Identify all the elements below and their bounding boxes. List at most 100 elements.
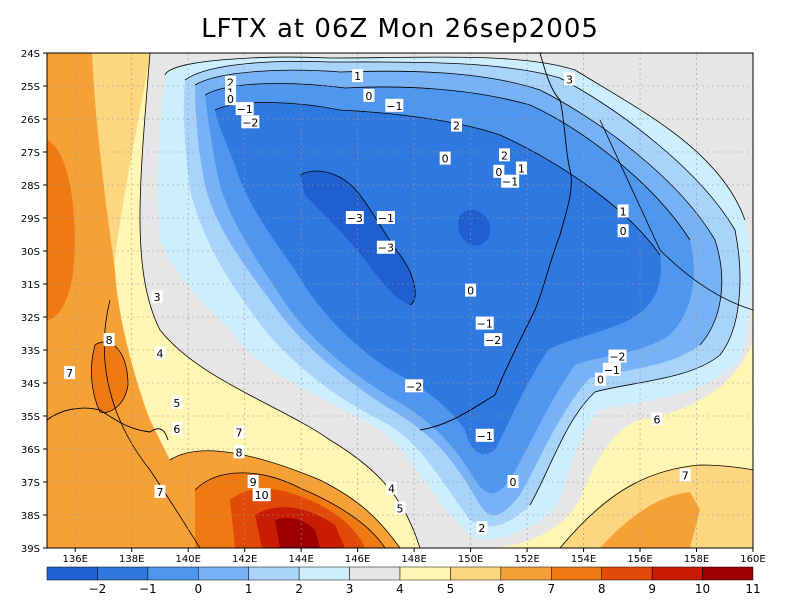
contour-label: 2 xyxy=(478,522,485,535)
lon-label: 156E xyxy=(627,554,652,565)
colorbar-swatch xyxy=(198,566,249,581)
contour-label: −3 xyxy=(378,242,394,255)
contour-label: 0 xyxy=(365,90,372,103)
contour-label-bg xyxy=(103,333,115,347)
lat-label: 35S xyxy=(21,412,40,423)
lat-label: 31S xyxy=(21,280,40,291)
colorbar-swatch xyxy=(651,566,703,581)
colorbar-swatch xyxy=(500,566,552,581)
contour-label-bg xyxy=(151,290,163,304)
contour-label-bg xyxy=(376,240,395,254)
contour-label: 9 xyxy=(250,476,257,489)
contour-label-bg xyxy=(617,224,629,238)
lat-label: 30S xyxy=(21,247,40,258)
lon-label: 160E xyxy=(740,554,765,565)
contour-label: 10 xyxy=(255,489,269,502)
contour-label: 1 xyxy=(518,163,525,176)
contour-label: −1 xyxy=(386,100,402,113)
contour-label: 7 xyxy=(66,367,73,380)
lat-label: 25S xyxy=(21,82,40,93)
colorbar-label: 3 xyxy=(346,582,354,596)
contour-lines xyxy=(91,53,753,548)
contour-label-bg xyxy=(171,422,183,436)
contour-label: 4 xyxy=(156,347,163,360)
colorbar-label: 6 xyxy=(497,582,505,596)
contour-label: 0 xyxy=(442,153,449,166)
lat-label: 32S xyxy=(21,313,40,324)
contour-label: 3 xyxy=(566,73,573,86)
contour-label-bg xyxy=(385,98,404,112)
colorbar-label: 2 xyxy=(295,582,303,596)
colorbar-label: 4 xyxy=(396,582,404,596)
contour-label: 0 xyxy=(467,285,474,298)
contour-label: 1 xyxy=(354,70,361,83)
contour-label-bg xyxy=(225,75,237,89)
lon-label: 152E xyxy=(514,554,539,565)
contour-label: 6 xyxy=(653,413,660,426)
colorbar-label: 5 xyxy=(447,582,455,596)
lon-label: 144E xyxy=(288,554,313,565)
contour-label-bg xyxy=(64,366,76,380)
colorbar-swatch xyxy=(46,566,98,581)
colorbar-swatch xyxy=(601,566,653,581)
colorbar-label: 11 xyxy=(745,582,760,596)
contour-label: 0 xyxy=(620,225,627,238)
contour-label: 0 xyxy=(495,166,502,179)
field-west-hot xyxy=(47,53,175,548)
contour-label: −2 xyxy=(242,116,258,129)
contour-label-bg xyxy=(386,481,398,495)
lat-axis: 24S 25S 26S 27S 28S 29S 30S 31S 32S 33S 34S 35S 36S 3… xyxy=(21,49,47,555)
contour-label-bg xyxy=(617,204,629,218)
contour-label-bg xyxy=(225,92,237,106)
contour-label-bg xyxy=(394,501,406,515)
contour-label-bg xyxy=(515,161,527,175)
contour-label-bg xyxy=(507,475,519,488)
colorbar-swatch xyxy=(349,566,401,581)
lat-label: 24S xyxy=(21,49,40,60)
contour-label-bg xyxy=(651,412,663,426)
contour-label: 0 xyxy=(509,476,516,489)
contour-label: 5 xyxy=(397,502,404,515)
contour-label: 3 xyxy=(154,291,161,304)
contour-label: 5 xyxy=(173,397,180,410)
colorbar-swatch xyxy=(450,566,502,581)
contour-label-bg xyxy=(345,211,364,224)
contour-label: −1 xyxy=(237,103,253,116)
contour-label: 8 xyxy=(236,446,243,459)
colorbar: −2 −1 0 1 2 3 4 5 6 7 8 9 10 11 xyxy=(46,566,761,596)
contour-label-bg xyxy=(679,468,691,482)
lat-label: 27S xyxy=(21,148,40,159)
contour-label: −1 xyxy=(477,430,493,443)
colorbar-swatch xyxy=(399,566,451,581)
colorbar-swatch xyxy=(702,566,754,581)
contour-label: 0 xyxy=(227,93,234,106)
contour-label: −3 xyxy=(347,212,363,225)
shaded-fields xyxy=(47,53,753,548)
colorbar-label: 7 xyxy=(547,582,555,596)
contour-label-bg xyxy=(247,475,259,488)
contour-label-bg xyxy=(475,316,494,330)
contour-label-bg xyxy=(352,69,364,83)
contour-label: 7 xyxy=(682,469,689,482)
lon-label: 158E xyxy=(684,554,709,565)
contour-label-bg xyxy=(241,115,260,129)
contour-label: 2 xyxy=(227,77,234,90)
lat-label: 39S xyxy=(21,544,40,555)
contour-label-bg xyxy=(252,488,271,502)
contour-label-bg xyxy=(476,521,488,535)
colorbar-label: 9 xyxy=(648,582,656,596)
lon-label: 136E xyxy=(63,554,88,565)
field-south-11 xyxy=(275,518,320,548)
contour-label-bg xyxy=(405,379,424,393)
lat-label: 28S xyxy=(21,181,40,192)
contour-label-bg xyxy=(501,174,520,188)
coastline xyxy=(47,53,572,441)
lat-label: 26S xyxy=(21,115,40,126)
contour-label: 1 xyxy=(620,205,627,218)
field-west-8b xyxy=(91,341,128,413)
contour-label: −2 xyxy=(609,351,625,364)
contour-label-bg xyxy=(376,211,395,224)
lon-axis: 136E 138E 140E 142E 144E 146E 148E 150E 152E 154E… xyxy=(63,548,766,565)
contour-label-bg xyxy=(235,102,254,116)
